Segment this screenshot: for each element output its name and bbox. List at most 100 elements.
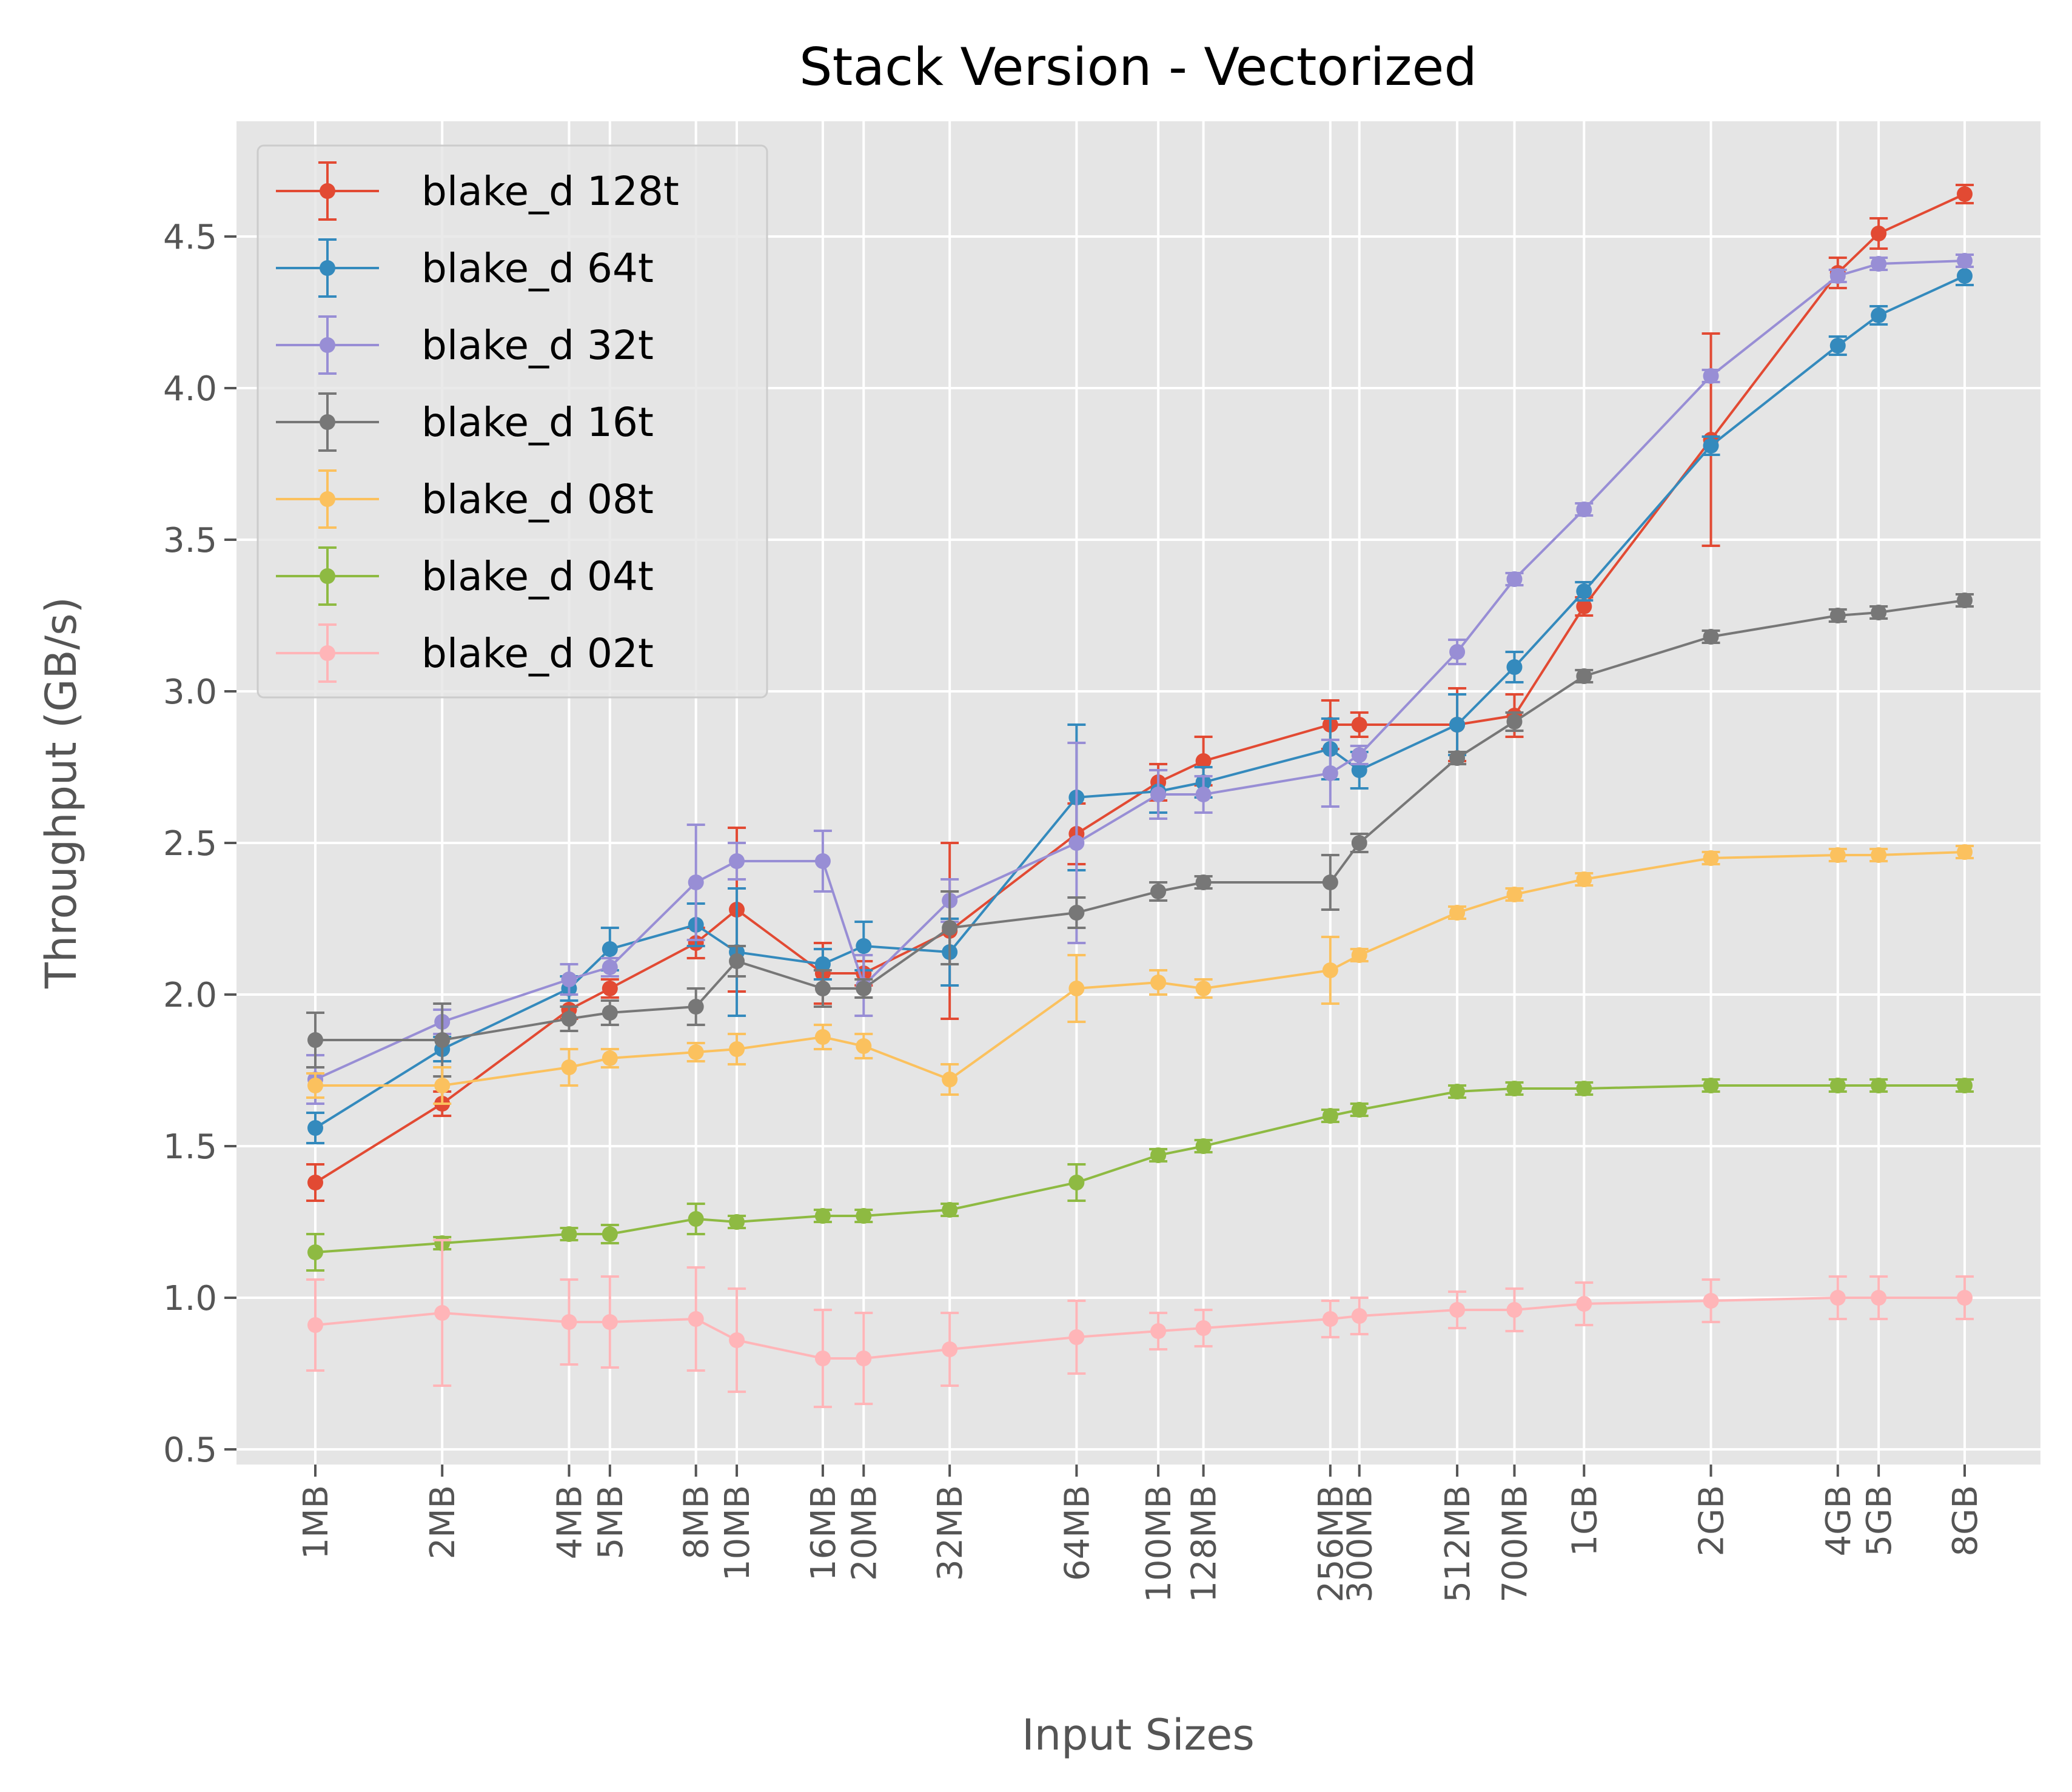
data-point [1506, 714, 1523, 730]
data-point [1068, 835, 1085, 851]
data-point [1829, 338, 1846, 354]
data-point [1351, 762, 1367, 778]
data-point [1068, 905, 1085, 921]
series-7 [306, 1239, 1974, 1408]
data-point [602, 941, 618, 957]
data-point [1351, 1308, 1367, 1324]
data-point [688, 999, 704, 1015]
x-tick-label: 1MB [297, 1485, 336, 1559]
data-point [1957, 1290, 1973, 1306]
data-point [1703, 629, 1719, 645]
legend-label: blake_d 64t [421, 245, 654, 292]
data-point [1871, 256, 1887, 272]
data-point [1703, 368, 1719, 384]
data-point [856, 981, 872, 996]
x-tick-label: 2GB [1692, 1485, 1732, 1556]
data-point [307, 1120, 323, 1136]
data-point [814, 1351, 831, 1366]
data-point [1351, 747, 1367, 763]
data-point [1576, 583, 1592, 599]
y-tick-label: 1.5 [163, 1127, 217, 1167]
legend-marker [320, 414, 335, 430]
chart-title: Stack Version - Vectorized [799, 37, 1477, 98]
data-point [814, 853, 831, 869]
data-point [1150, 1323, 1167, 1339]
data-point [1150, 787, 1167, 802]
data-point [856, 1038, 872, 1054]
legend-marker [320, 568, 335, 584]
data-point [1703, 438, 1719, 454]
data-point [1449, 1084, 1466, 1099]
legend-item: blake_d 16t [276, 392, 654, 452]
x-tick-label: 5GB [1860, 1485, 1899, 1556]
x-tick-label: 10MB [718, 1485, 757, 1581]
legend-label: blake_d 08t [421, 476, 654, 523]
x-axis-ticks: 1MB 2MB 4MB 5MB 8MB 10MB 16MB 20MB 32MB 64MB 100MB… [297, 1465, 1985, 1603]
data-point [1829, 1078, 1846, 1093]
data-point [1506, 1081, 1523, 1096]
x-tick-label: 8GB [1946, 1485, 1985, 1556]
data-point [561, 972, 577, 987]
data-point [1703, 850, 1719, 866]
data-point [1871, 847, 1887, 863]
data-point [688, 1311, 704, 1327]
x-tick-label: 700MB [1495, 1485, 1535, 1603]
data-point [307, 1175, 323, 1190]
legend-item: blake_d 32t [276, 315, 654, 375]
y-tick-label: 3.5 [163, 521, 217, 560]
data-point [1449, 644, 1466, 660]
data-point [1576, 1081, 1592, 1096]
data-point [1957, 186, 1973, 202]
data-point [1351, 717, 1367, 733]
y-tick-label: 0.5 [163, 1431, 217, 1470]
data-point [1322, 1108, 1338, 1124]
y-tick-label: 2.5 [163, 824, 217, 864]
x-tick-label: 5MB [591, 1485, 631, 1559]
data-point [1150, 884, 1167, 899]
x-tick-label: 8MB [677, 1485, 717, 1559]
data-point [1322, 962, 1338, 978]
data-point [1576, 1296, 1592, 1312]
data-point [942, 1341, 958, 1357]
data-point [1449, 1302, 1466, 1318]
data-point [814, 956, 831, 972]
data-point [814, 1208, 831, 1224]
data-point [602, 1005, 618, 1021]
data-point [1703, 1293, 1719, 1309]
data-point [1957, 844, 1973, 860]
data-point [1576, 668, 1592, 684]
legend: blake_d 128t blake_d 64t blake_d 32t blake_… [256, 144, 768, 699]
data-point [856, 1351, 872, 1366]
data-point [814, 981, 831, 996]
data-point [307, 1078, 323, 1093]
y-tick-label: 4.5 [163, 218, 217, 257]
x-tick-label: 256MB [1312, 1485, 1351, 1603]
y-axis-ticks: 0.5 1.0 1.5 2.0 2.5 3.0 3.5 4.0 4.5 [163, 218, 236, 1470]
data-point [434, 1078, 451, 1093]
data-point [688, 1211, 704, 1227]
legend-label: blake_d 04t [421, 553, 654, 600]
data-point [602, 1314, 618, 1330]
data-point [1449, 717, 1466, 733]
x-tick-label: 300MB [1341, 1485, 1380, 1603]
data-point [1871, 605, 1887, 620]
data-point [1829, 608, 1846, 623]
legend-marker [320, 337, 335, 353]
data-point [1957, 1078, 1973, 1093]
data-point [1068, 1329, 1085, 1345]
data-point [307, 1032, 323, 1048]
data-point [1871, 307, 1887, 323]
data-point [942, 1202, 958, 1218]
y-tick-label: 1.0 [163, 1279, 217, 1318]
data-point [602, 1050, 618, 1066]
x-tick-label: 128MB [1185, 1485, 1224, 1603]
data-point [814, 1029, 831, 1045]
data-point [1195, 787, 1212, 802]
data-point [1506, 659, 1523, 675]
data-point [602, 1226, 618, 1242]
data-point [561, 1314, 577, 1330]
data-point [1195, 1320, 1212, 1336]
x-tick-label: 32MB [931, 1485, 970, 1581]
legend-item: blake_d 128t [276, 161, 679, 221]
data-point [688, 874, 704, 890]
